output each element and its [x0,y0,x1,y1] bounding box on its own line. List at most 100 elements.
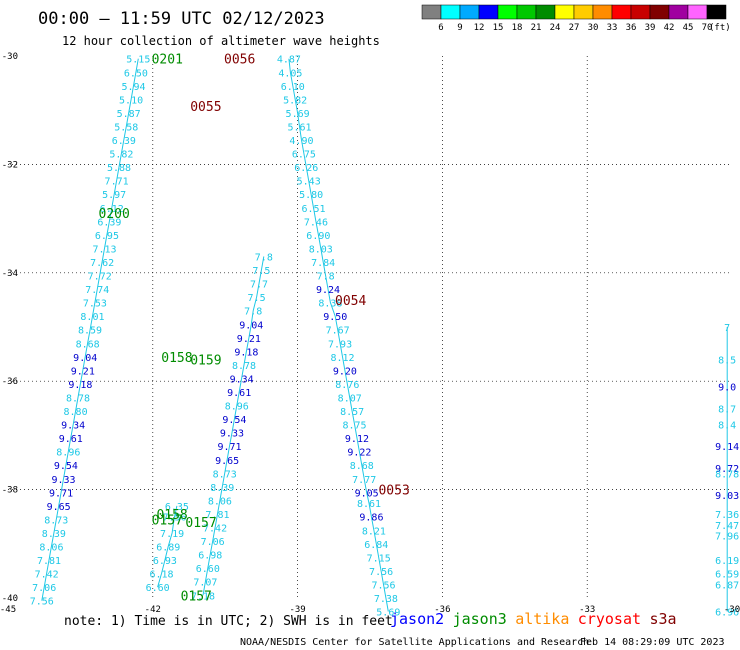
legend-label: 15 [493,23,504,33]
legend-label: 21 [531,23,542,33]
wave-height-label: 7.06 [32,583,56,594]
legend-label: 70 [702,23,713,33]
legend-swatch [611,4,632,20]
legend-label: 12 [474,23,485,33]
wave-height-label: 9.03 [715,491,739,502]
wave-height-label: 9.20 [333,366,357,377]
pass-time-label: 0054 [335,294,366,309]
wave-height-label: 8.68 [350,461,374,472]
wave-height-label: 4.90 [289,136,313,147]
y-tick-label: -32 [2,160,18,170]
wave-height-label: 8.57 [340,407,364,418]
wave-height-label: 6.51 [301,204,325,215]
wave-height-label: 5.94 [121,82,145,93]
wave-height-label: 4.05 [278,68,302,79]
wave-height-label: 8.39 [210,483,234,494]
wave-height-label: 8.39 [42,529,66,540]
wave-height-label: 6.96 [715,608,739,619]
wave-height-label: 7.77 [352,475,376,486]
wave-height-label: 9.21 [237,334,261,345]
wave-height-label: 6.10 [281,82,305,93]
wave-height-label: 9.34 [61,421,85,432]
legend-swatch [421,4,442,20]
satellite-name: altika [515,610,569,628]
wave-height-label: 5.10 [119,95,143,106]
y-tick-label: -40 [2,594,18,604]
wave-height-label: 7.18 [191,591,215,602]
legend-label: 45 [683,23,694,33]
wave-height-label: 6.59 [715,570,739,581]
wave-height-label: 7.56 [371,580,395,591]
footer-timestamp: Feb 14 08:29:09 UTC 2023 [580,637,725,648]
legend-swatch [649,4,670,20]
wave-height-label: 7.7 [250,280,268,291]
pass-time-label: 0053 [378,484,409,499]
wave-height-label: 5.87 [117,109,141,120]
legend-swatch [630,4,651,20]
wave-height-label: 9.71 [49,488,73,499]
legend-swatch [535,4,556,20]
satellite-name: jason3 [453,610,507,628]
wave-height-label: 5.97 [102,190,126,201]
chart-subtitle: 12 hour collection of altimeter wave hei… [62,34,380,48]
legend-swatch [668,4,689,20]
pass-time-label: 0157 [181,589,212,604]
wave-height-label: 7.56 [30,597,54,608]
footer-note: note: 1) Time is in UTC; 2) SWH is in fe… [64,614,393,629]
wave-height-label: 7.06 [201,537,225,548]
wave-height-label: 9.65 [47,502,71,513]
wave-height-label: 7.42 [35,570,59,581]
wave-height-label: 8.73 [44,515,68,526]
satellite-name: s3a [650,610,677,628]
wave-height-label: 7.81 [205,510,229,521]
wave-height-label: 9.33 [220,429,244,440]
satellite-name: jason2 [390,610,444,628]
wave-height-label: 6.50 [124,68,148,79]
pass-time-label: 0158 [156,508,187,523]
wave-height-label: 5.82 [109,150,133,161]
wave-height-label: 6.75 [292,150,316,161]
wave-height-label: 7.72 [88,272,112,283]
wave-height-label: 8.06 [39,543,63,554]
wave-height-label: 8.96 [56,448,80,459]
legend-swatch [592,4,613,20]
pass-time-label: 0201 [152,53,183,68]
wave-height-label: 7.47 [715,521,739,532]
wave-height-label: 7.5 [252,266,270,277]
wave-height-label: 9.54 [54,461,78,472]
wave-height-label: 8.59 [78,326,102,337]
wave-height-label: 5.82 [283,95,307,106]
track-line [41,58,139,601]
wave-height-label: 6.90 [306,231,330,242]
wave-height-label: 6.89 [156,543,180,554]
wave-height-label: 8.07 [338,393,362,404]
wave-height-label: 8.4 [718,421,736,432]
wave-height-label: 8.73 [213,469,237,480]
track-line [157,505,178,588]
wave-height-label: 9.0 [718,383,736,394]
wave-height-label: 7.42 [203,524,227,535]
pass-time-label: 0056 [224,53,255,68]
x-tick-label: -33 [579,605,595,615]
legend-label: 6 [438,23,443,33]
pass-time-label: 0157 [152,513,183,528]
wave-height-label: 6.19 [715,556,739,567]
pass-time-label: 0158 [161,351,192,366]
legend-label: 33 [607,23,618,33]
wave-height-label: 8.03 [309,244,333,255]
legend-swatch [440,4,461,20]
legend-label: 18 [512,23,523,33]
wave-height-label: 7.56 [162,513,186,524]
wave-height-label: 6.95 [95,231,119,242]
x-tick-label: -42 [145,605,161,615]
wave-height-label: 6.93 [153,556,177,567]
wave-height-label: 9.21 [71,366,95,377]
wave-height-label: 9.86 [359,513,383,524]
wave-height-label: 8.38 [318,299,342,310]
chart-title: 00:00 — 11:59 UTC 02/12/2023 [38,9,325,29]
wave-height-label: 8.76 [335,380,359,391]
wave-height-label: 5.58 [114,122,138,133]
wave-height-label: 9.65 [215,456,239,467]
wave-height-label: 5.69 [286,109,310,120]
